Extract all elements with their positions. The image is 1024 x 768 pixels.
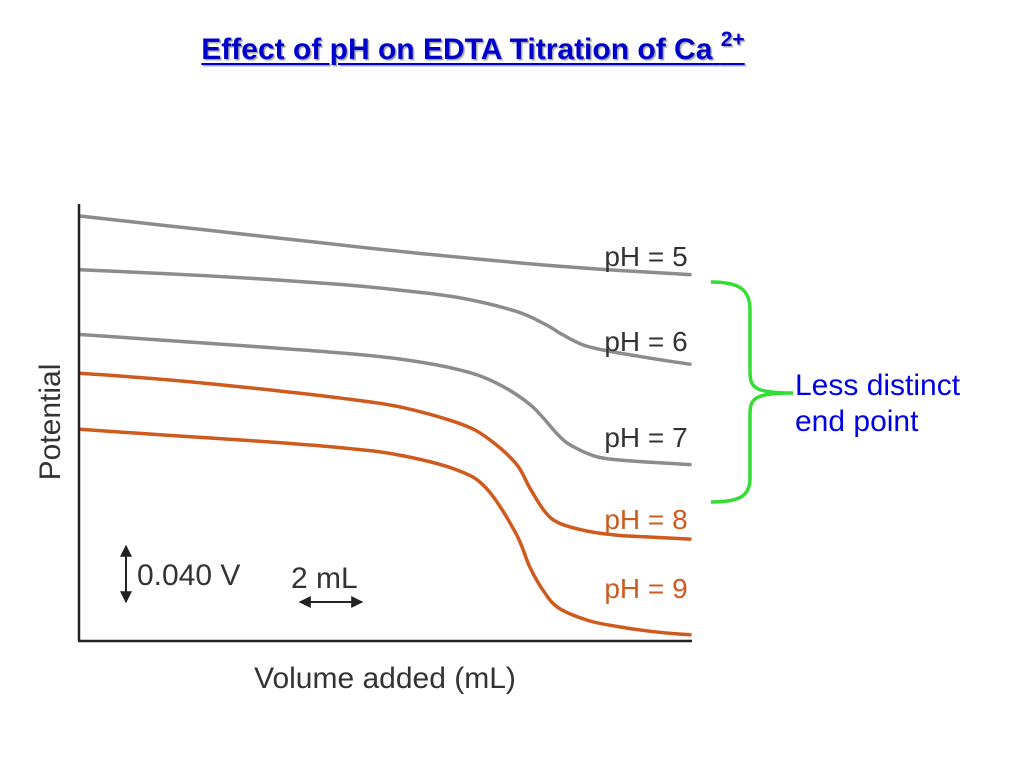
series-line-7 <box>78 332 692 467</box>
series-line-8 <box>78 371 692 541</box>
series-label-ph-7: pH = 7 <box>604 422 687 453</box>
x-axis-label: Volume added (mL) <box>254 662 516 695</box>
series-label-ph-9: pH = 9 <box>604 573 687 604</box>
y-scale-label: 0.040 V <box>137 559 240 592</box>
series-line-6 <box>78 268 692 366</box>
series-label-ph-5: pH = 5 <box>604 241 687 272</box>
brace-annotation: Less distinct end point <box>795 368 960 440</box>
series-line-5 <box>78 214 692 277</box>
series-label-ph-8: pH = 8 <box>604 504 687 535</box>
title-superscript: 2+ <box>720 28 745 51</box>
series-line-9 <box>78 427 692 637</box>
slide-title: Effect of pH on EDTA Titration of Ca 2+ <box>0 28 946 67</box>
series-layer: pH = 5 pH = 6 pH = 7 pH = 8 pH = 9 <box>78 214 692 637</box>
title-text: Effect of pH on EDTA Titration of Ca <box>201 33 713 66</box>
annotation-line-2: end point <box>795 405 919 438</box>
curly-brace <box>710 280 794 504</box>
x-scale-label: 2 mL <box>291 562 358 595</box>
annotation-line-1: Less distinct <box>795 369 961 402</box>
y-axis-label: Potential <box>34 364 67 481</box>
series-label-ph-6: pH = 6 <box>604 326 687 357</box>
